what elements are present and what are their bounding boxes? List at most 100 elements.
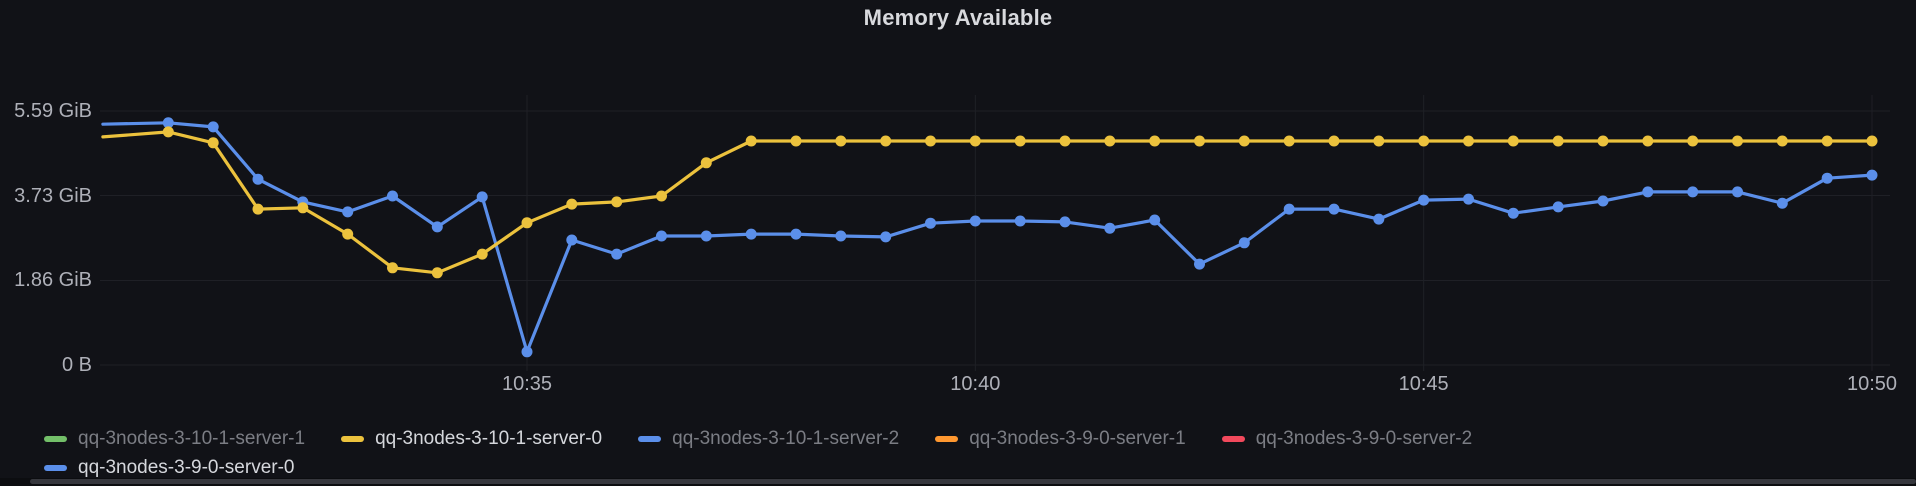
data-point <box>1328 203 1340 215</box>
data-point <box>1463 135 1474 147</box>
data-point <box>431 221 443 233</box>
legend-item-qq-3nodes-3-10-1-server-1[interactable]: qq-3nodes-3-10-1-server-1 <box>44 428 305 450</box>
legend-item-label: qq-3nodes-3-9-0-server-2 <box>1255 427 1473 449</box>
series-color-swatch <box>638 435 662 442</box>
data-point <box>431 267 443 279</box>
data-point <box>1059 135 1071 147</box>
data-point <box>880 135 892 147</box>
data-point <box>745 228 757 240</box>
data-point <box>656 230 667 242</box>
data-point <box>1687 135 1699 147</box>
data-point <box>611 248 623 260</box>
horizontal-scrollbar[interactable] <box>0 478 1916 486</box>
panel-title: Memory Available <box>863 5 1053 30</box>
data-point <box>1149 214 1161 226</box>
x-tick-label: 10:35 <box>501 373 553 395</box>
legend-item-label: qq-3nodes-3-10-1-server-1 <box>78 427 306 449</box>
data-point <box>162 117 174 129</box>
data-point <box>1418 194 1430 206</box>
legend-item-qq-3nodes-3-9-0-server-1[interactable]: qq-3nodes-3-9-0-server-1 <box>935 428 1186 450</box>
series-color-swatch <box>44 464 67 471</box>
data-point <box>1373 213 1385 225</box>
data-point <box>1687 186 1699 198</box>
data-point <box>745 135 757 147</box>
data-point <box>297 202 309 214</box>
data-point <box>1463 193 1474 205</box>
data-point <box>1283 135 1295 147</box>
data-point <box>1552 135 1564 147</box>
data-point <box>342 228 354 240</box>
legend-row: qq-3nodes-3-9-0-server-0 <box>44 453 1904 482</box>
series-qq-3nodes-3-10-1-server-0 <box>101 126 1878 279</box>
data-point <box>790 228 802 240</box>
legend-item-label: qq-3nodes-3-9-0-server-0 <box>78 456 295 478</box>
data-point <box>521 346 533 358</box>
data-point <box>1418 135 1430 147</box>
data-point <box>835 230 847 242</box>
legend-item-label: qq-3nodes-3-9-0-server-1 <box>969 427 1186 449</box>
data-point <box>790 135 802 147</box>
data-point <box>1283 203 1295 215</box>
legend-item-qq-3nodes-3-10-1-server-0[interactable]: qq-3nodes-3-10-1-server-0 <box>341 428 602 450</box>
data-point <box>1059 216 1071 228</box>
data-point <box>1507 207 1519 219</box>
data-point <box>1552 201 1564 213</box>
gridlines <box>100 95 1890 371</box>
chart-canvas <box>100 95 1890 371</box>
data-point <box>1328 135 1340 147</box>
data-point <box>1149 135 1161 147</box>
legend-item-qq-3nodes-3-10-1-server-2[interactable]: qq-3nodes-3-10-1-server-2 <box>638 428 899 450</box>
y-tick-label: 0 B <box>61 354 92 376</box>
data-point <box>1104 222 1116 234</box>
data-point <box>387 262 398 274</box>
data-point <box>1821 135 1833 147</box>
horizontal-scrollbar-thumb[interactable] <box>30 479 1916 484</box>
data-point <box>521 217 533 229</box>
series-line <box>101 130 1874 275</box>
data-point <box>835 135 847 147</box>
data-point <box>925 135 936 147</box>
data-point <box>1866 169 1878 181</box>
data-point <box>1821 172 1833 184</box>
data-point <box>880 231 892 243</box>
y-tick-label: 1.86 GiB <box>14 269 92 292</box>
data-point <box>700 230 712 242</box>
data-point <box>162 126 174 138</box>
data-point <box>1732 186 1743 198</box>
series-line <box>101 121 1874 354</box>
series-qq-3nodes-3-9-0-server-0 <box>101 117 1878 358</box>
data-point <box>476 248 488 260</box>
data-point <box>252 173 264 185</box>
data-point <box>1597 195 1609 207</box>
data-point <box>1732 135 1743 147</box>
data-point <box>252 203 264 215</box>
legend-row: qq-3nodes-3-10-1-server-1 qq-3nodes-3-10-… <box>44 424 1904 453</box>
data-point <box>566 234 578 246</box>
data-point <box>342 206 354 218</box>
chart-area[interactable]: 5.59 GiB 3.73 GiB 1.86 GiB 0 B 10:35 10:40 10… <box>0 0 1916 400</box>
series-color-swatch <box>341 435 365 442</box>
data-point <box>1776 197 1788 209</box>
x-tick-label: 10:40 <box>950 373 1001 395</box>
data-point <box>969 215 981 227</box>
data-point <box>476 191 488 203</box>
legend-item-label: qq-3nodes-3-10-1-server-2 <box>672 427 900 449</box>
legend-item-qq-3nodes-3-9-0-server-2[interactable]: qq-3nodes-3-9-0-server-2 <box>1221 427 1473 450</box>
data-point <box>1776 135 1788 147</box>
data-point <box>1194 135 1205 147</box>
data-point <box>1866 135 1878 147</box>
data-point <box>1642 186 1654 198</box>
data-point <box>925 217 936 229</box>
data-point <box>1238 237 1250 249</box>
x-tick-label: 10:45 <box>1398 373 1449 395</box>
data-point <box>207 121 219 133</box>
data-point <box>611 196 623 208</box>
series-color-swatch <box>1221 435 1245 442</box>
data-point <box>969 135 981 147</box>
legend-item-qq-3nodes-3-9-0-server-0[interactable]: qq-3nodes-3-9-0-server-0 <box>44 457 295 479</box>
data-point <box>1238 135 1250 147</box>
data-point <box>1014 215 1026 227</box>
series-color-swatch <box>935 435 959 442</box>
legend-item-label: qq-3nodes-3-10-1-server-0 <box>375 427 603 449</box>
